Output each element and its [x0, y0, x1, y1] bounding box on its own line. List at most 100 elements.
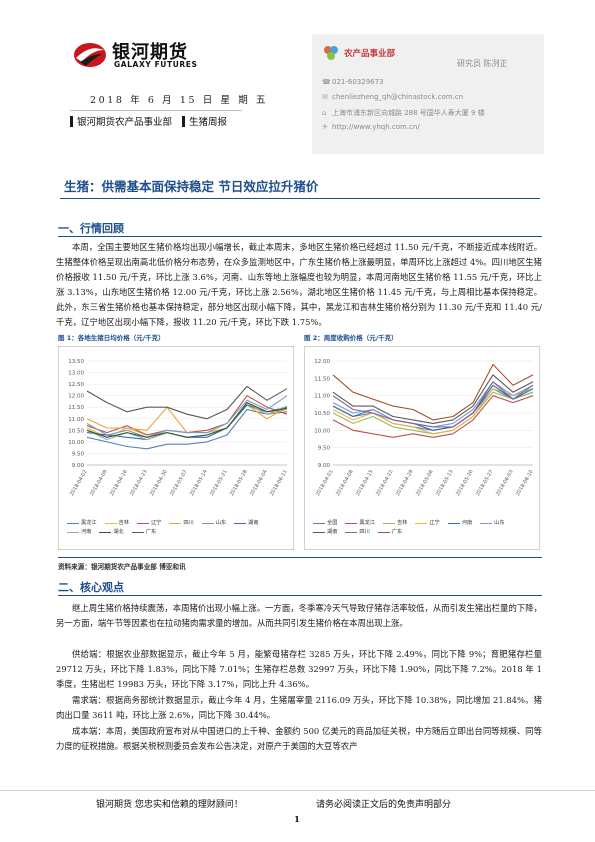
y-tick-label: 11.50	[314, 376, 330, 382]
legend-swatch	[382, 522, 395, 525]
core-view-paragraph-supply: 供给端：根据农业部数据显示，截止今年 5 月，能繁母猪存栏 3285 万头，环比…	[56, 649, 542, 689]
x-tick-label: 2018-04-30	[149, 469, 169, 497]
legend-swatch	[415, 522, 428, 525]
contact-phone-row: ☎021-60329673	[322, 78, 384, 86]
section-divider	[58, 236, 542, 237]
legend-item: 山东	[201, 519, 227, 528]
phone-icon: ☎	[322, 78, 331, 86]
legend-label: 四川	[183, 520, 194, 526]
chart2-legend: 全国 黑龙江 吉林 辽宁 河南 山东 湖南 四川 广东	[313, 519, 535, 537]
contact-email[interactable]: chenliezheng_qh@chinastock.com.cn	[332, 93, 464, 101]
department-label: 银河期货农产品事业部	[77, 117, 173, 128]
legend-label: 四川	[359, 529, 370, 535]
legend-item: 广东	[131, 528, 156, 537]
report-subheader: 银河期货农产品事业部 生猪周报	[70, 114, 227, 128]
legend-swatch	[99, 531, 112, 534]
series-line	[332, 381, 534, 428]
x-tick-label: 2018-05-07	[169, 469, 189, 497]
y-tick-label: 9.00	[72, 463, 85, 469]
contact-address: 上海市浦东新区向城路 288 号国华人寿大厦 9 楼	[332, 109, 485, 117]
legend-item: 山东	[480, 519, 505, 528]
legend-swatch	[480, 522, 493, 525]
footer-disclaimer: 请务必阅读正文后的免责声明部分	[316, 800, 452, 810]
y-tick-label: 12.00	[68, 394, 84, 400]
legend-item: 河南	[447, 519, 472, 528]
legend-item: 四川	[345, 528, 370, 537]
x-tick-label: 2018-04-22	[375, 469, 395, 497]
legend-label: 山东	[215, 520, 227, 526]
galaxy-logo-icon	[74, 43, 106, 67]
legend-swatch	[345, 522, 358, 525]
y-tick-label: 10.50	[314, 411, 330, 417]
series-line	[332, 374, 534, 424]
legend-swatch	[67, 531, 79, 534]
contact-address-row: ⌂ 上海市浦东新区向城路 288 号国华人寿大厦 9 楼	[322, 108, 485, 118]
y-tick-label: 10.00	[314, 428, 330, 434]
title-divider	[60, 198, 540, 199]
x-tick-label: 2018-06-11	[269, 469, 289, 497]
contact-department: 农产品事业部	[344, 49, 396, 59]
legend-item: 黑龙江	[345, 519, 375, 528]
section-heading-review: 一、行情回顾	[58, 222, 124, 235]
page-number: 1	[294, 815, 300, 825]
source-divider	[58, 557, 542, 558]
y-tick-label: 9.50	[72, 451, 85, 457]
legend-item: 河南	[67, 528, 91, 537]
legend-label: 全国	[327, 520, 338, 526]
y-tick-label: 9.00	[318, 463, 331, 469]
x-tick-label: 2018-04-16	[109, 469, 129, 497]
company-logo: 银河期货 GALAXY FUTURES	[72, 38, 232, 78]
legend-swatch	[131, 531, 144, 534]
y-tick-label: 13.50	[68, 359, 84, 365]
legend-label: 吉林	[396, 520, 408, 526]
x-tick-label: 2018-05-06	[415, 469, 435, 497]
x-tick-label: 2018-04-08	[335, 469, 355, 497]
email-icon: ✉	[322, 93, 328, 101]
legend-swatch	[136, 522, 149, 525]
x-tick-label: 2018-05-14	[189, 469, 209, 497]
agri-dept-logo-icon	[324, 46, 338, 60]
legend-label: 黑龙江	[359, 520, 375, 526]
x-tick-label: 2018-04-01	[315, 469, 335, 497]
footer-slogan: 银河期货 您忠实和信赖的理财顾问！	[96, 800, 243, 810]
chart1-svg: 9.00 9.50 10.00 10.50 11.00 11.50 12.00 12.50 13…	[68, 359, 289, 497]
legend-label: 湖南	[248, 520, 259, 526]
series-line	[332, 395, 534, 438]
logo-english-name: GALAXY FUTURES	[114, 60, 198, 69]
header-divider	[70, 110, 242, 111]
chart-daily-prices: 9.00 9.50 10.00 10.50 11.00 11.50 12.00 12.50 13…	[58, 346, 294, 550]
x-tick-label: 2018-05-13	[435, 469, 455, 497]
legend-label: 辽宁	[429, 520, 440, 526]
chart-weekly-prices: 9.00 9.50 10.00 10.50 11.00 11.50 12.00 2018-04…	[304, 346, 540, 550]
x-tick-label: 2018-05-20	[455, 469, 475, 497]
core-view-paragraph-1: 继上周生猪价格持续震荡，本周猪价出现小幅上涨。一方面，冬季寒冷天气导致仔猪存活率…	[56, 603, 542, 628]
subheader-bar	[182, 115, 186, 127]
y-tick-label: 10.50	[68, 428, 84, 434]
y-tick-label: 13.00	[68, 371, 84, 377]
report-title: 生猪：供需基本面保持稳定 节日效应拉升猪价	[64, 179, 319, 194]
series-line	[86, 385, 288, 420]
x-tick-label: 2018-05-21	[209, 469, 229, 497]
series-line	[86, 402, 288, 438]
y-tick-label: 10.00	[68, 440, 84, 446]
y-tick-label: 11.00	[68, 417, 84, 423]
y-tick-label: 11.00	[314, 394, 330, 400]
legend-swatch	[447, 522, 460, 525]
x-tick-label: 2018-04-23	[129, 469, 149, 497]
x-tick-label: 2018-06-03	[495, 469, 515, 497]
series-line	[86, 395, 288, 438]
legend-item: 吉林	[104, 519, 129, 528]
contact-phone: 021-60329673	[332, 78, 384, 86]
x-tick-label: 2018-04-29	[395, 469, 415, 497]
legend-item: 辽宁	[415, 519, 440, 528]
legend-item: 辽宁	[136, 519, 161, 528]
series-line	[86, 402, 288, 441]
data-source: 资料来源：银河期货农产品事业部 博亚和讯	[58, 563, 186, 571]
legend-label: 河南	[81, 529, 92, 535]
section-heading-core-views: 二、核心观点	[58, 581, 124, 594]
x-tick-label: 2018-06-04	[249, 469, 269, 497]
legend-label: 湖南	[327, 529, 338, 535]
x-tick-label: 2018-04-15	[355, 469, 375, 497]
contact-website[interactable]: http://www.yhqh.com.cn/	[332, 123, 420, 131]
chart1-legend: 黑龙江 吉林 辽宁 四川 山东 湖南 河南 湖北 广东	[67, 519, 289, 537]
